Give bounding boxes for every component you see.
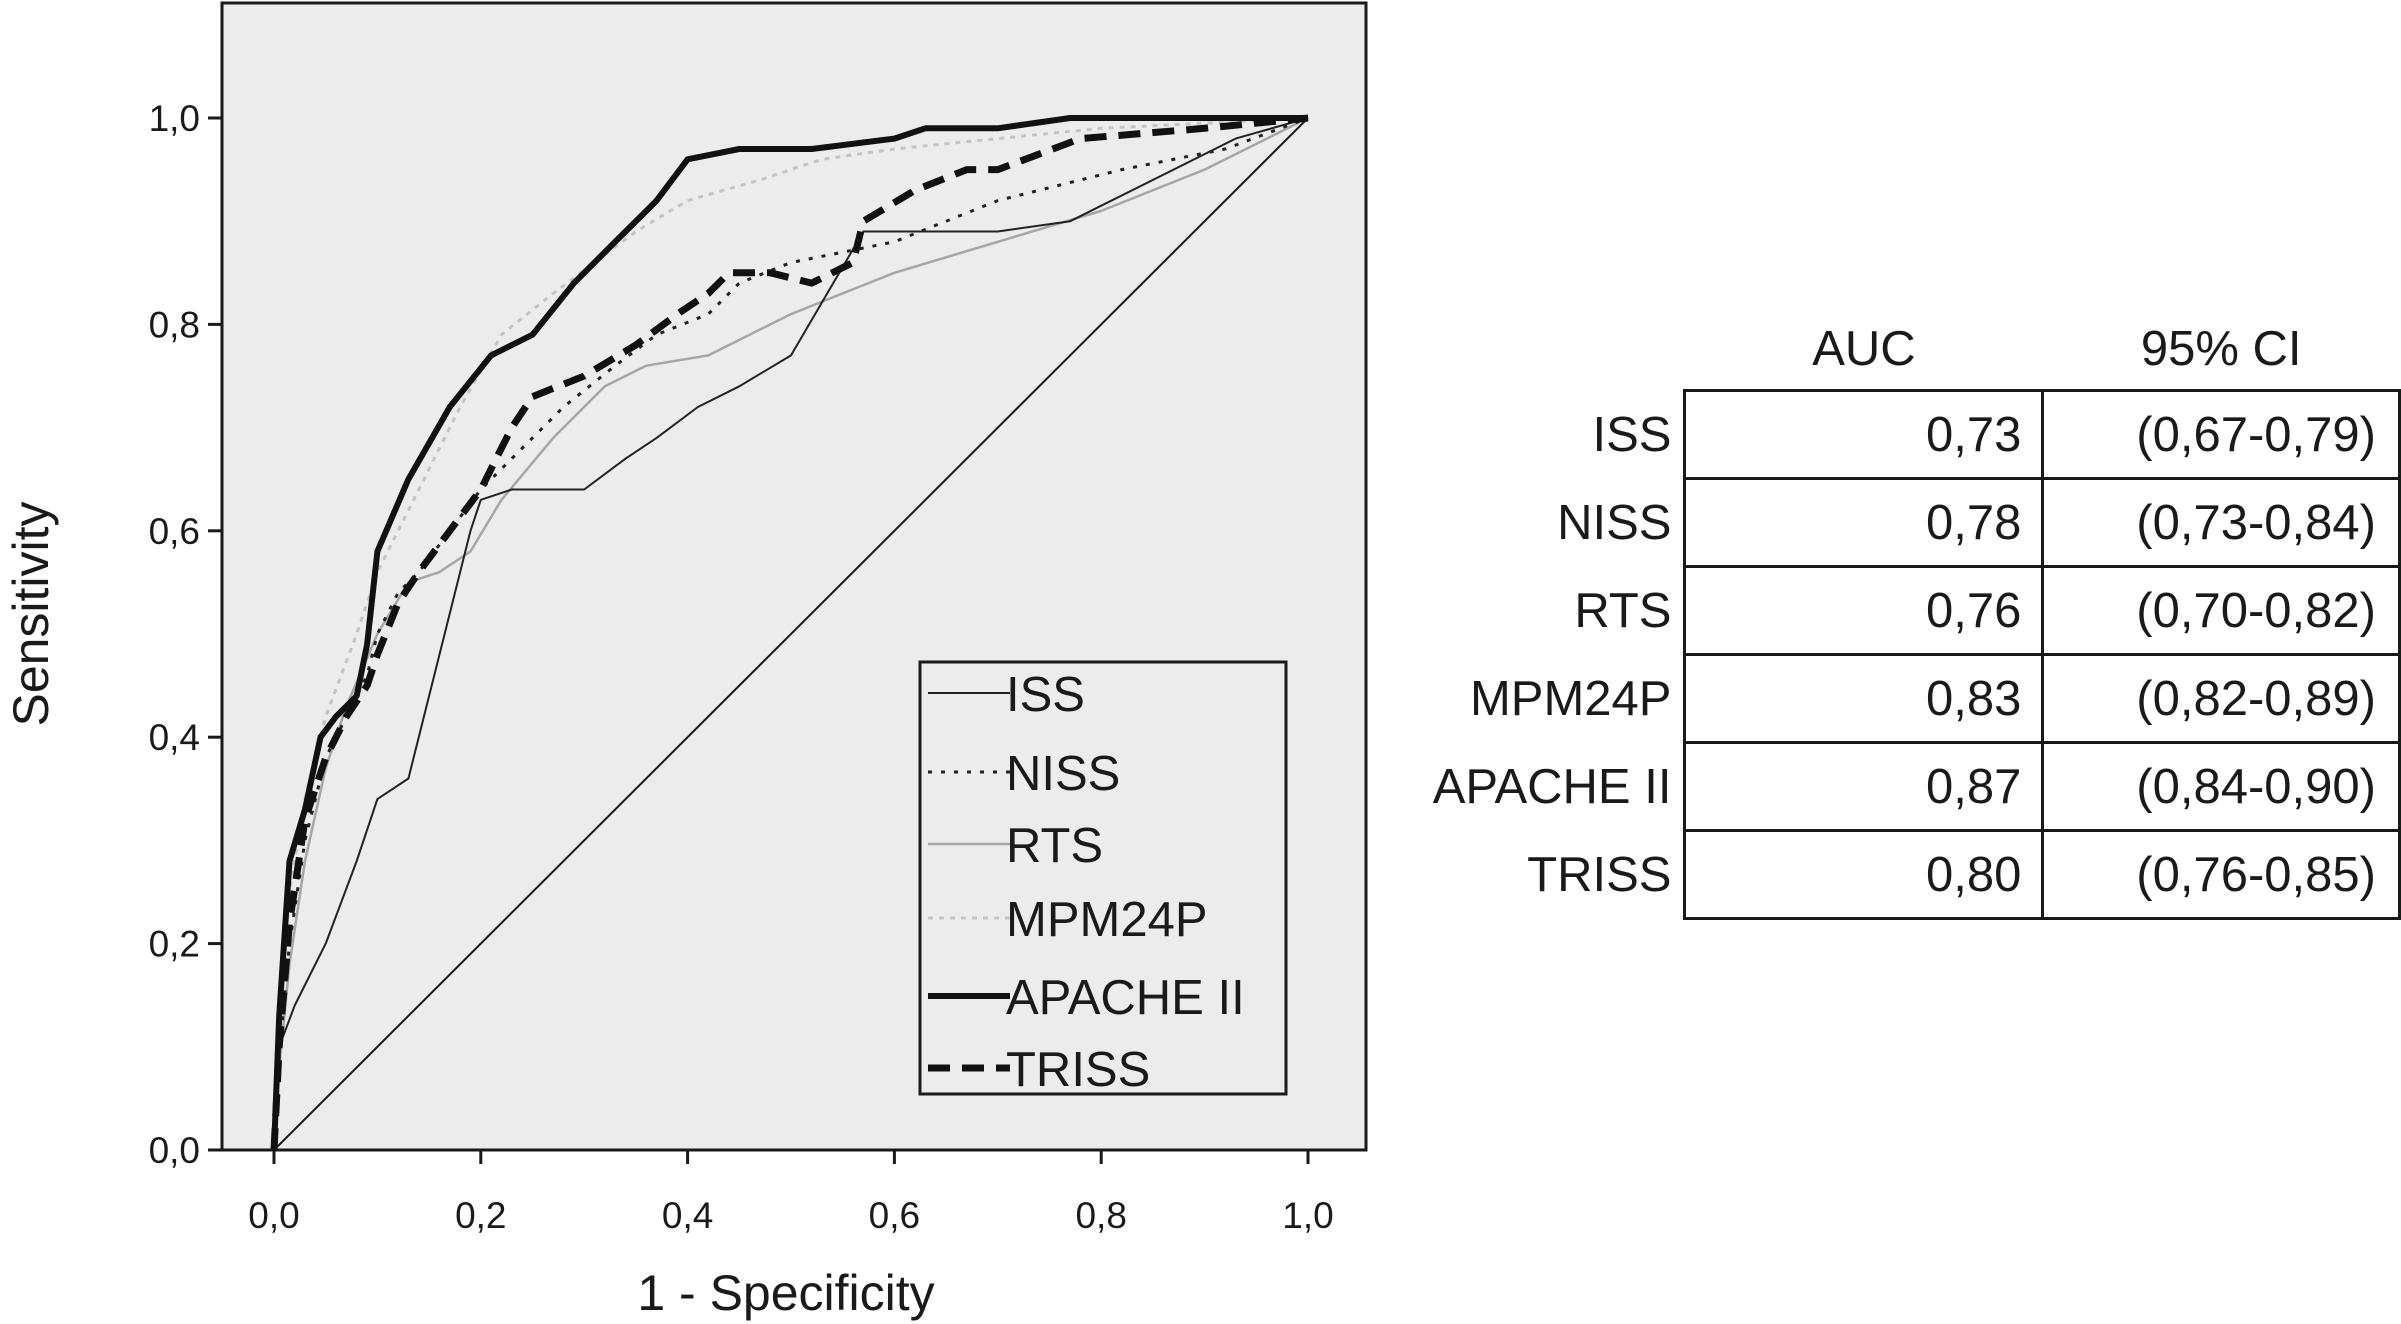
row-label: MPM24P — [1469, 671, 1672, 726]
row-label: RTS — [1574, 583, 1672, 638]
table-row: RTS 0,76 (0,70-0,82) — [1408, 565, 2401, 656]
auc-value: 0,78 — [1683, 477, 2045, 568]
ci-value: (0,73-0,84) — [2041, 477, 2401, 568]
x-tick-label: 0,4 — [662, 1195, 713, 1236]
auc-value: 0,80 — [1683, 829, 2045, 920]
table-corner-header — [1408, 309, 1685, 391]
table-row: APACHE II 0,87 (0,84-0,90) — [1408, 741, 2401, 832]
series-line-apache-ii — [271, 115, 1308, 1151]
y-tick-label: 0,8 — [149, 304, 200, 345]
auc-value: 0,87 — [1683, 741, 2045, 832]
row-label: TRISS — [1527, 847, 1672, 902]
legend-box — [918, 660, 1288, 1096]
table-row: NISS 0,78 (0,73-0,84) — [1408, 477, 2401, 568]
y-axis-label: Sensitivity — [3, 501, 59, 726]
auc-value: 0,73 — [1683, 389, 2045, 480]
series-line-triss — [270, 114, 1309, 1151]
legend-label-mpm24p: MPM24P — [1006, 893, 1208, 947]
series-line-rts — [272, 116, 1309, 1151]
x-tick-label: 1,0 — [1282, 1195, 1333, 1236]
table-row: TRISS 0,80 (0,76-0,85) — [1408, 829, 2401, 920]
y-tick-label: 0,2 — [149, 924, 200, 965]
reference-diagonal-line — [273, 117, 1309, 1151]
table-row: ISS 0,73 (0,67-0,79) — [1408, 389, 2401, 480]
y-tick-label: 0,0 — [149, 1130, 200, 1171]
y-tick-label: 0,4 — [149, 717, 200, 758]
legend-label-iss: ISS — [1006, 668, 1085, 722]
y-tick-label: 1,0 — [149, 98, 200, 139]
ci-value: (0,67-0,79) — [2041, 389, 2401, 480]
legend-label-rts: RTS — [1006, 819, 1103, 873]
ci-value: (0,84-0,90) — [2041, 741, 2401, 832]
ci-value: (0,70-0,82) — [2041, 565, 2401, 656]
legend-label-apache-ii: APACHE II — [1006, 971, 1245, 1025]
row-label: APACHE II — [1432, 759, 1672, 814]
x-axis-label: 1 - Specificity — [637, 1265, 934, 1321]
y-tick-label: 0,6 — [149, 511, 200, 552]
ci-column-header: 95% CI — [2140, 322, 2302, 376]
auc-column-header: AUC — [1812, 322, 1916, 376]
legend-label-niss: NISS — [1006, 747, 1120, 801]
x-tick-label: 0,2 — [455, 1195, 506, 1236]
x-tick-label: 0,0 — [248, 1195, 299, 1236]
x-tick-label: 0,8 — [1075, 1195, 1126, 1236]
auc-table: AUC 95% CI ISS 0,73 (0,67-0,79) NISS 0,7… — [1408, 309, 2401, 920]
row-label: NISS — [1557, 495, 1672, 550]
auc-value: 0,76 — [1683, 565, 2045, 656]
row-label: ISS — [1592, 407, 1672, 462]
roc-chart: 0,0 0,2 0,4 0,6 0,8 1,0 0,0 0,2 0,4 0,6 0,8 1,0 ISS… — [3, 1, 1368, 1321]
table-header-row: AUC 95% CI — [1408, 309, 2400, 391]
x-tick-label: 0,6 — [869, 1195, 920, 1236]
series-line-iss — [273, 117, 1309, 1151]
legend-label-triss: TRISS — [1006, 1043, 1150, 1097]
table-row: MPM24P 0,83 (0,82-0,89) — [1408, 653, 2401, 744]
series-line-niss — [272, 116, 1309, 1151]
ci-value: (0,82-0,89) — [2041, 653, 2401, 744]
auc-value: 0,83 — [1683, 653, 2045, 744]
ci-value: (0,76-0,85) — [2041, 829, 2401, 920]
